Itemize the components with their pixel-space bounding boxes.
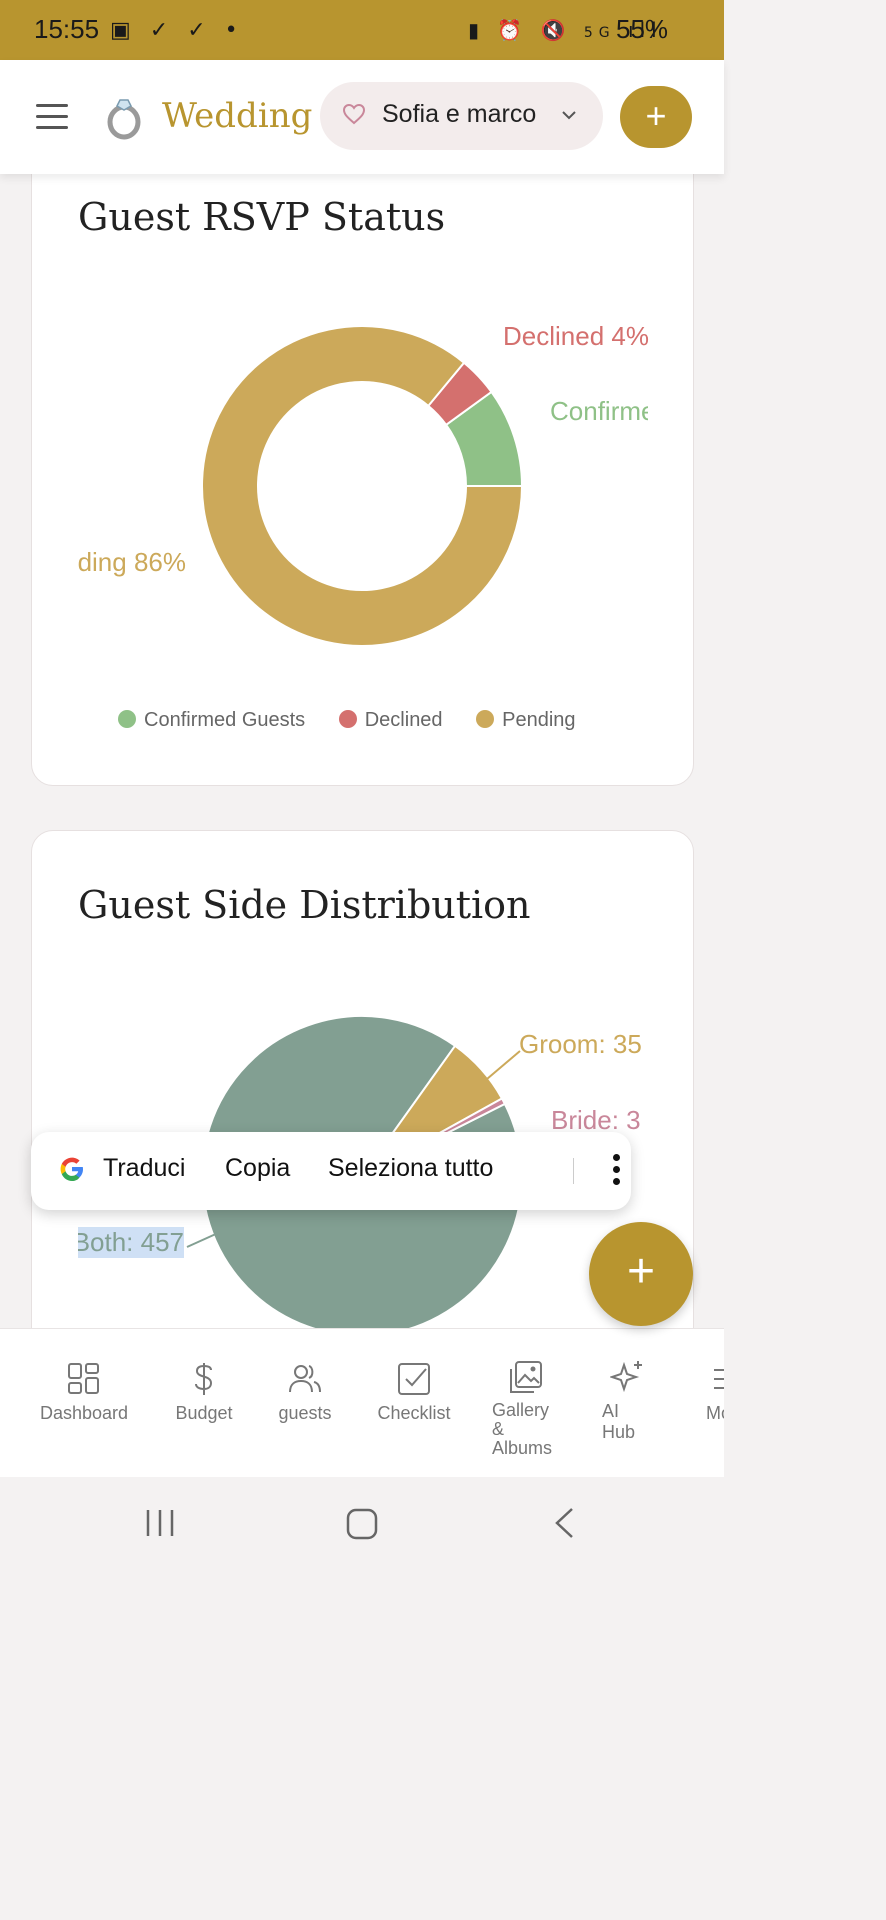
declined-slice-label: Declined 4%	[503, 321, 649, 351]
rsvp-card-title: Guest RSVP Status	[78, 195, 446, 239]
groom-slice-label: Groom: 35	[519, 1029, 642, 1059]
status-time: 15:55	[34, 14, 100, 44]
back-icon[interactable]	[552, 1506, 576, 1540]
nav-budget-label: Budget	[175, 1403, 233, 1423]
both-label-text: Both: 457	[78, 1227, 184, 1257]
more-options-icon[interactable]	[613, 1154, 621, 1190]
copy-option[interactable]: Copia	[225, 1154, 291, 1182]
guest-side-card: Guest Side Distribution Groom: 35 Bride:…	[31, 830, 694, 1392]
legend-dot-pending	[476, 710, 495, 728]
bride-slice-label: Bride: 3	[551, 1105, 641, 1135]
sparkles-icon	[610, 1361, 642, 1393]
more-menu-icon	[714, 1369, 724, 1389]
network-label: 5G	[583, 25, 616, 41]
gallery-icon	[510, 1361, 542, 1393]
confirmed-slice-label: Confirmed 10%	[550, 396, 648, 426]
declined-slice[interactable]	[426, 361, 493, 427]
legend-label-declined: Declined	[364, 709, 443, 731]
legend-label-pending: Pending	[502, 709, 576, 731]
system-status-icons: ▮ ⏰ 🔇 5G ıll	[468, 18, 663, 42]
recent-apps-icon[interactable]	[144, 1508, 176, 1538]
google-icon	[60, 1157, 83, 1181]
groom-leader-line	[486, 1050, 521, 1080]
users-icon	[289, 1365, 321, 1393]
chevron-down-icon	[562, 111, 576, 120]
system-navigation-bar	[0, 1476, 724, 1568]
app-title: Wedding Planner	[162, 96, 330, 136]
nav-ai-hub-label: AI Hub	[602, 1401, 636, 1442]
side-card-title: Guest Side Distribution	[78, 883, 531, 927]
ring-icon	[107, 99, 141, 140]
nav-gallery[interactable]: Gallery & Albums	[492, 1359, 562, 1458]
translate-option[interactable]: Traduci	[103, 1154, 186, 1182]
checkbox-icon	[398, 1363, 430, 1395]
dollar-icon	[195, 1363, 213, 1395]
status-bar: 15:55 ▣ ✓ ✓ • ▮ ⏰ 🔇 5G ıll 55%	[0, 0, 724, 60]
menu-icon[interactable]	[36, 104, 68, 137]
bottom-navigation: Dashboard Budget guests Checklist Galler…	[0, 1328, 724, 1477]
pending-slice[interactable]	[201, 325, 524, 647]
text-selection-menu: Traduci Copia Seleziona tutto	[31, 1132, 631, 1210]
floating-add-button[interactable]: +	[589, 1222, 693, 1326]
nav-more[interactable]: More	[706, 1361, 724, 1424]
nav-more-label: More	[706, 1403, 724, 1423]
legend-dot-declined	[338, 710, 357, 728]
battery-level: 55%	[616, 14, 669, 44]
notification-icons: ▣ ✓ ✓ •	[110, 18, 244, 43]
menu-divider	[573, 1158, 574, 1184]
nav-checklist-label: Checklist	[377, 1403, 451, 1423]
select-all-option[interactable]: Seleziona tutto	[328, 1154, 494, 1182]
app-header: Wedding Planner Sofia e marco +	[0, 60, 724, 174]
nav-guests[interactable]: guests	[270, 1361, 340, 1424]
rsvp-status-card: Guest RSVP Status Declined 4% Confirmed …	[31, 150, 694, 786]
nav-checklist[interactable]: Checklist	[372, 1361, 456, 1424]
legend-dot-confirmed	[118, 710, 136, 728]
nav-ai-hub[interactable]: AI Hub	[602, 1359, 652, 1443]
both-leader-line	[186, 1232, 219, 1248]
legend-item-confirmed[interactable]: Confirmed Guests	[118, 709, 305, 732]
nav-dashboard-label: Dashboard	[39, 1403, 129, 1423]
nav-guests-label: guests	[278, 1403, 332, 1423]
home-icon[interactable]	[346, 1508, 378, 1540]
heart-icon	[342, 103, 366, 125]
nav-gallery-label: Gallery & Albums	[492, 1400, 553, 1458]
legend-item-declined[interactable]: Declined	[338, 709, 443, 732]
nav-dashboard[interactable]: Dashboard	[38, 1361, 130, 1424]
rsvp-legend: Confirmed Guests Declined Pending	[118, 709, 604, 732]
dashboard-icon	[68, 1363, 99, 1394]
pending-label-text: Pending 86%	[78, 547, 186, 577]
legend-item-pending[interactable]: Pending	[476, 709, 576, 732]
nav-budget[interactable]: Budget	[168, 1361, 240, 1424]
rsvp-donut-chart	[201, 325, 524, 647]
both-slice-label[interactable]: Both: 457	[78, 1227, 184, 1258]
event-selector[interactable]: Sofia e marco	[320, 82, 603, 150]
pending-slice-label: Pending 86%	[78, 547, 186, 578]
event-name: Sofia e marco	[382, 100, 537, 128]
header-add-button[interactable]: +	[620, 86, 692, 148]
legend-label-confirmed: Confirmed Guests	[144, 709, 306, 731]
